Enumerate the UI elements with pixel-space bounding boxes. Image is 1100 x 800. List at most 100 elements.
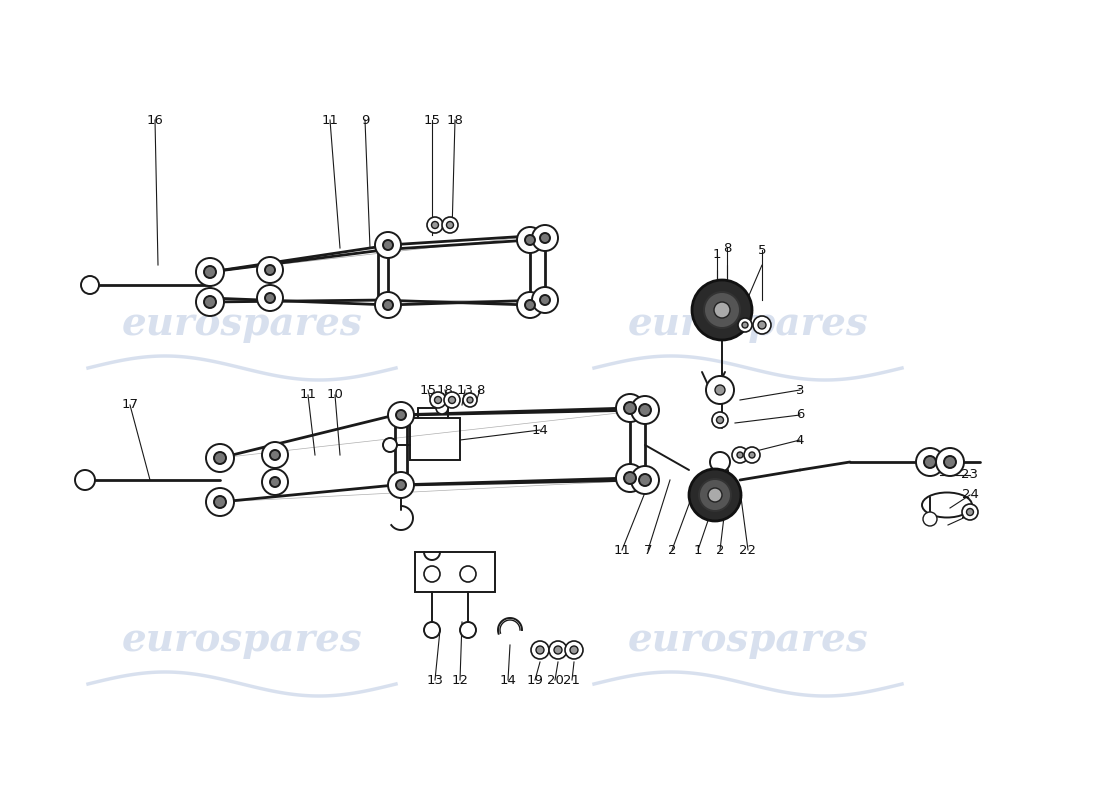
Circle shape	[742, 322, 748, 328]
Circle shape	[924, 456, 936, 468]
Circle shape	[75, 470, 95, 490]
Text: 14: 14	[531, 423, 549, 437]
Text: 16: 16	[146, 114, 164, 126]
Circle shape	[204, 296, 216, 308]
Circle shape	[427, 217, 443, 233]
Circle shape	[434, 397, 441, 403]
Text: 19: 19	[527, 674, 543, 686]
Circle shape	[631, 466, 659, 494]
Circle shape	[444, 392, 460, 408]
Circle shape	[738, 318, 752, 332]
Circle shape	[525, 300, 535, 310]
Circle shape	[716, 417, 724, 423]
Circle shape	[265, 293, 275, 303]
Text: 5: 5	[758, 243, 767, 257]
Text: 17: 17	[121, 398, 139, 411]
Circle shape	[396, 410, 406, 420]
Circle shape	[196, 258, 224, 286]
Text: 2: 2	[668, 543, 676, 557]
Text: 15: 15	[424, 114, 440, 126]
Circle shape	[944, 456, 956, 468]
Circle shape	[375, 292, 402, 318]
Text: 13: 13	[456, 383, 473, 397]
Circle shape	[554, 646, 562, 654]
Circle shape	[214, 496, 225, 508]
Circle shape	[206, 444, 234, 472]
Circle shape	[460, 566, 476, 582]
Circle shape	[754, 316, 771, 334]
Circle shape	[262, 469, 288, 495]
Circle shape	[565, 641, 583, 659]
Circle shape	[704, 292, 740, 328]
Circle shape	[460, 622, 476, 638]
Circle shape	[383, 240, 393, 250]
Text: 20: 20	[547, 674, 563, 686]
Circle shape	[449, 397, 455, 403]
Circle shape	[639, 404, 651, 416]
Text: 15: 15	[419, 383, 437, 397]
Circle shape	[424, 622, 440, 638]
Text: 25: 25	[961, 509, 979, 522]
Circle shape	[714, 302, 730, 318]
Circle shape	[744, 447, 760, 463]
Circle shape	[531, 641, 549, 659]
Circle shape	[549, 641, 566, 659]
Circle shape	[431, 222, 439, 229]
Circle shape	[631, 396, 659, 424]
Circle shape	[967, 509, 974, 515]
Text: 8: 8	[476, 383, 484, 397]
Circle shape	[706, 376, 734, 404]
Circle shape	[624, 402, 636, 414]
Circle shape	[624, 472, 636, 484]
Circle shape	[463, 393, 477, 407]
Ellipse shape	[922, 493, 972, 518]
Circle shape	[749, 452, 755, 458]
Circle shape	[396, 480, 406, 490]
Text: 23: 23	[961, 469, 979, 482]
Circle shape	[536, 646, 544, 654]
Text: 10: 10	[327, 389, 343, 402]
Circle shape	[383, 300, 393, 310]
Circle shape	[639, 474, 651, 486]
Circle shape	[616, 464, 644, 492]
Circle shape	[383, 438, 397, 452]
Circle shape	[442, 217, 458, 233]
Circle shape	[962, 504, 978, 520]
Text: 2: 2	[716, 543, 724, 557]
Text: eurospares: eurospares	[628, 621, 868, 659]
Circle shape	[375, 232, 402, 258]
Text: 9: 9	[361, 114, 370, 126]
Text: 21: 21	[563, 674, 581, 686]
Circle shape	[388, 402, 414, 428]
Text: 4: 4	[795, 434, 804, 446]
Circle shape	[923, 512, 937, 526]
Circle shape	[540, 233, 550, 243]
Text: 11: 11	[614, 543, 630, 557]
Text: 1: 1	[694, 543, 702, 557]
Text: 6: 6	[795, 409, 804, 422]
Circle shape	[206, 488, 234, 516]
Circle shape	[517, 227, 543, 253]
Circle shape	[708, 488, 722, 502]
Circle shape	[262, 442, 288, 468]
Circle shape	[204, 266, 216, 278]
Text: 8: 8	[723, 242, 732, 254]
Circle shape	[388, 472, 414, 498]
Circle shape	[424, 566, 440, 582]
Circle shape	[715, 385, 725, 395]
Circle shape	[196, 288, 224, 316]
Text: 14: 14	[499, 674, 516, 686]
Circle shape	[916, 448, 944, 476]
Circle shape	[532, 287, 558, 313]
Circle shape	[616, 394, 644, 422]
Circle shape	[525, 235, 535, 245]
Text: 7: 7	[644, 543, 652, 557]
Circle shape	[710, 452, 730, 472]
FancyBboxPatch shape	[410, 418, 460, 460]
Circle shape	[692, 280, 752, 340]
Text: eurospares: eurospares	[122, 305, 362, 343]
Text: eurospares: eurospares	[628, 305, 868, 343]
Circle shape	[265, 265, 275, 275]
Circle shape	[81, 276, 99, 294]
Text: 13: 13	[427, 674, 443, 686]
